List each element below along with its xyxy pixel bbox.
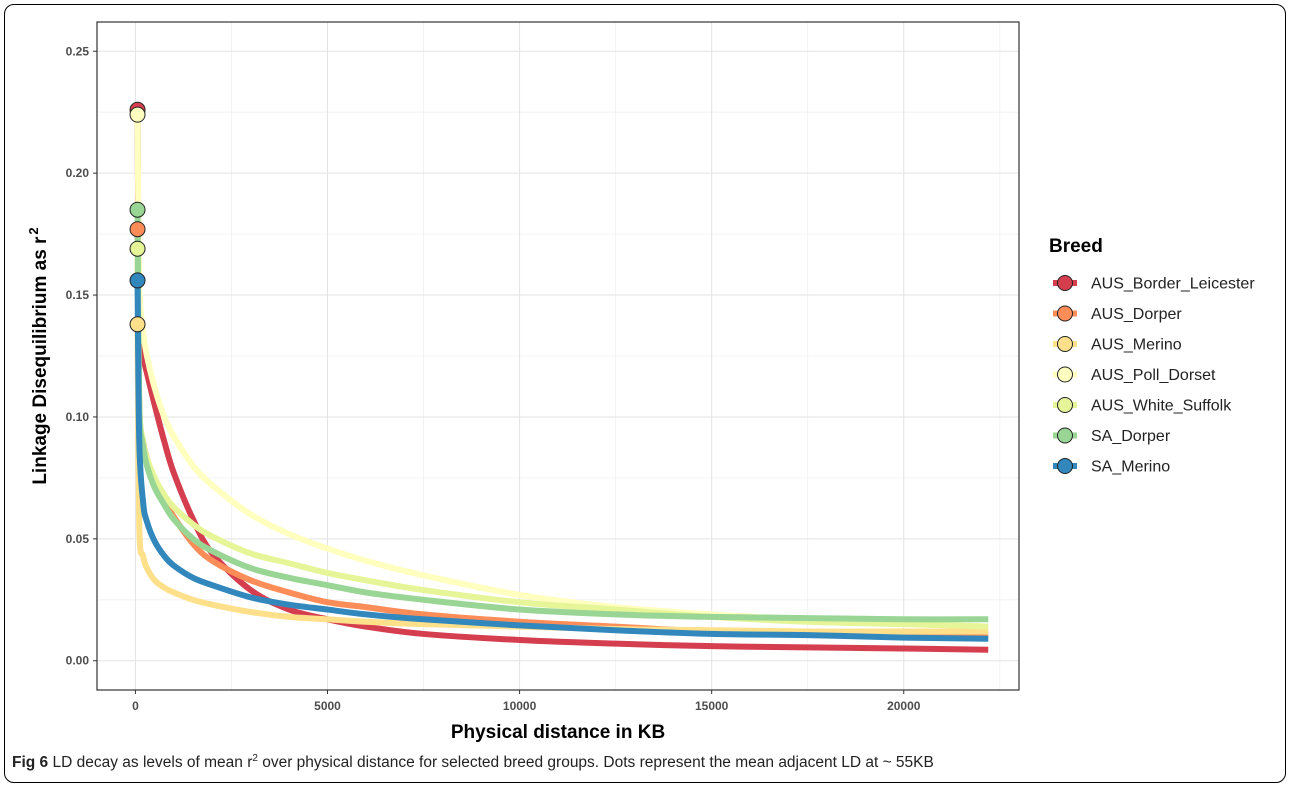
y-axis-title-superscript: 2 (26, 227, 41, 234)
series-line-SA_Merino (134, 280, 989, 642)
legend-label-AUS_Poll_Dorset: AUS_Poll_Dorset (1091, 367, 1216, 384)
legend-key-dot (1057, 275, 1073, 291)
adjacent-ld-dot-SA_Dorper (129, 201, 146, 218)
x-tick-label: 20000 (887, 699, 921, 713)
legend-label-AUS_White_Suffolk: AUS_White_Suffolk (1091, 398, 1232, 415)
x-axis-title: Physical distance in KB (451, 722, 665, 743)
y-tick-label: 0.15 (66, 288, 90, 302)
y-axis-title: Linkage Disequilibrium as r 2 (26, 227, 51, 484)
caption-figure-label: Fig 6 (12, 754, 49, 772)
y-tick-label: 0.00 (66, 654, 90, 668)
y-tick-label: 0.10 (66, 410, 90, 424)
legend: AUS_Border_Leicester AUS_Dorper AUS_Merino… (1053, 275, 1255, 476)
figure-caption: Fig 6 LD decay as levels of mean r2 over… (12, 753, 934, 772)
y-axis-title-text: Linkage Disequilibrium as r (30, 236, 51, 485)
adjacent-ld-dots (129, 101, 146, 333)
x-tick-label: 0 (132, 699, 139, 713)
legend-title: Breed (1049, 236, 1103, 257)
legend-label-AUS_Merino: AUS_Merino (1091, 337, 1182, 354)
legend-key-dot (1057, 397, 1073, 413)
x-tick-label: 10000 (503, 699, 537, 713)
plot-border (96, 21, 1020, 691)
axis-ticks: 0 5000 10000 15000 20000 0.00 0.05 0.10 0.15 0.20… (66, 44, 921, 713)
legend-key-dot (1057, 305, 1073, 322)
adjacent-ld-dot-AUS_Dorper (129, 221, 146, 238)
grid-lines (97, 22, 1019, 690)
legend-key-dot (1057, 458, 1073, 474)
series-lines (134, 109, 989, 653)
caption-text-continued: over physical distance for selected bree… (257, 754, 934, 772)
adjacent-ld-dot-SA_Merino (129, 272, 146, 289)
legend-label-SA_Dorper: SA_Dorper (1091, 428, 1171, 445)
series-line-AUS_Border_Leicester (134, 109, 989, 653)
caption-superscript: 2 (252, 753, 258, 764)
adjacent-ld-dot-AUS_Merino (129, 316, 146, 333)
y-tick-label: 0.20 (66, 166, 90, 180)
x-tick-label: 5000 (314, 699, 341, 713)
legend-key-dot (1057, 427, 1073, 444)
caption-text: LD decay as levels of mean r (48, 754, 253, 772)
legend-label-AUS_Border_Leicester: AUS_Border_Leicester (1091, 276, 1255, 293)
adjacent-ld-dot-AUS_White_Suffolk (129, 240, 146, 257)
y-tick-label: 0.25 (66, 44, 90, 58)
series-line-AUS_Merino (134, 324, 989, 635)
legend-key-dot (1057, 366, 1073, 383)
figure-frame (4, 4, 1286, 783)
legend-label-SA_Merino: SA_Merino (1091, 459, 1170, 476)
series-line-SA_Dorper (134, 209, 989, 623)
legend-label-AUS_Dorper: AUS_Dorper (1091, 306, 1182, 323)
y-tick-label: 0.05 (66, 532, 90, 546)
legend-key-dot (1057, 336, 1073, 352)
adjacent-ld-dot-AUS_Poll_Dorset (129, 106, 146, 123)
x-tick-label: 15000 (695, 699, 729, 713)
